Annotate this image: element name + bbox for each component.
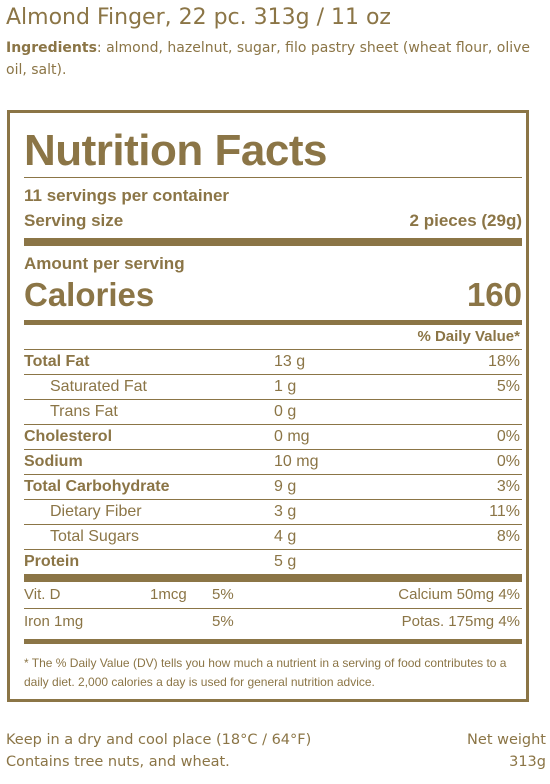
product-header: Almond Finger, 22 pc. 313g / 11 oz Ingre… bbox=[6, 4, 546, 81]
nutrient-amount: 9 g bbox=[274, 478, 297, 495]
product-title: Almond Finger, 22 pc. 313g / 11 oz bbox=[6, 5, 391, 30]
nutrient-name: Total Carbohydrate bbox=[24, 478, 170, 495]
nutrient-amount: 1 g bbox=[274, 378, 297, 395]
serving-size-row: Serving size 2 pieces (29g) bbox=[24, 208, 522, 234]
nutrient-dv: 11% bbox=[489, 503, 520, 520]
nutrient-row-dietary-fiber: Dietary Fiber 3 g 11% bbox=[24, 499, 522, 524]
ingredients-text: : almond, hazelnut, sugar, filo pastry s… bbox=[6, 40, 531, 78]
nutrient-row-total-fat: Total Fat 13 g 18% bbox=[24, 349, 522, 374]
nutrient-amount: 13 g bbox=[274, 353, 306, 370]
nutrient-amount: 10 mg bbox=[274, 453, 319, 470]
medium-divider bbox=[24, 639, 522, 644]
nutrient-dv: 0% bbox=[496, 428, 520, 445]
nutrient-dv: 18% bbox=[487, 353, 520, 370]
vitamin-name: Vit. D bbox=[24, 586, 61, 603]
vitamin-amount bbox=[150, 609, 212, 635]
vitamin-amount: 1mcg bbox=[150, 586, 187, 603]
allergen-statement: Contains tree nuts, and wheat. bbox=[6, 754, 230, 770]
vitamin-row: Iron 1mg 5% Potas. 175mg 4% bbox=[24, 609, 522, 635]
calories-value: 160 bbox=[466, 276, 522, 313]
vitamin-name: Iron 1mg bbox=[24, 613, 84, 630]
storage-instructions: Keep in a dry and cool place (18°C / 64°… bbox=[6, 732, 312, 748]
ingredients: Ingredients: almond, hazelnut, sugar, fi… bbox=[6, 37, 546, 81]
calories-label: Calories bbox=[24, 276, 155, 313]
nutrient-row-total-sugars: Total Sugars 4 g 8% bbox=[24, 524, 522, 549]
vitamin-dv: 5% bbox=[212, 586, 234, 603]
ingredients-label: Ingredients bbox=[6, 40, 97, 56]
nutrient-row-protein: Protein 5 g bbox=[24, 549, 522, 574]
medium-divider bbox=[24, 320, 522, 325]
mineral-value: Calcium 50mg 4% bbox=[398, 586, 520, 603]
net-weight-value: 313g bbox=[509, 754, 546, 770]
nutrient-amount: 0 g bbox=[274, 403, 297, 420]
net-weight-label: Net weight bbox=[467, 732, 546, 748]
nutrient-list: Total Fat 13 g 18% Saturated Fat 1 g 5% … bbox=[24, 349, 522, 574]
nutrient-amount: 0 mg bbox=[274, 428, 310, 445]
nutrition-facts-title: Nutrition Facts bbox=[24, 126, 327, 175]
divider bbox=[24, 177, 522, 178]
nutrient-row-trans-fat: Trans Fat 0 g bbox=[24, 399, 522, 424]
nutrient-name: Cholesterol bbox=[24, 428, 113, 445]
nutrient-dv: 0% bbox=[496, 453, 520, 470]
nutrient-name: Saturated Fat bbox=[50, 378, 147, 395]
nutrient-amount: 5 g bbox=[274, 553, 297, 570]
thick-divider bbox=[24, 238, 522, 246]
vitamin-dv: 5% bbox=[212, 613, 234, 630]
nutrient-dv: 8% bbox=[496, 528, 520, 545]
vitamin-row: Vit. D 1mcg 5% Calcium 50mg 4% bbox=[24, 582, 522, 608]
nutrient-amount: 4 g bbox=[274, 528, 297, 545]
amount-per-serving: Amount per serving bbox=[24, 254, 185, 273]
calories-row: Calories 160 bbox=[24, 276, 522, 314]
mineral-value: Potas. 175mg 4% bbox=[401, 613, 520, 630]
daily-value-footnote: * The % Daily Value (DV) tells you how m… bbox=[24, 656, 507, 689]
serving-size-label: Serving size bbox=[24, 211, 124, 230]
nutrient-row-saturated-fat: Saturated Fat 1 g 5% bbox=[24, 374, 522, 399]
nutrient-name: Sodium bbox=[24, 453, 83, 470]
servings-per-container: 11 servings per container bbox=[24, 186, 230, 205]
nutrient-row-cholesterol: Cholesterol 0 mg 0% bbox=[24, 424, 522, 449]
serving-size-value: 2 pieces (29g) bbox=[409, 211, 522, 230]
daily-value-header: % Daily Value* bbox=[417, 328, 520, 345]
nutrient-dv: 5% bbox=[496, 378, 520, 395]
nutrient-row-sodium: Sodium 10 mg 0% bbox=[24, 449, 522, 474]
nutrient-name: Total Fat bbox=[24, 353, 90, 370]
nutrient-dv: 3% bbox=[496, 478, 520, 495]
thick-divider bbox=[24, 574, 522, 582]
nutrient-amount: 3 g bbox=[274, 503, 297, 520]
nutrient-name: Dietary Fiber bbox=[50, 503, 142, 520]
nutrition-facts-panel: Nutrition Facts 11 servings per containe… bbox=[7, 110, 529, 702]
nutrient-row-total-carbohydrate: Total Carbohydrate 9 g 3% bbox=[24, 474, 522, 499]
nutrient-name: Protein bbox=[24, 553, 80, 570]
divider bbox=[24, 608, 522, 609]
nutrient-name: Trans Fat bbox=[50, 403, 118, 420]
nutrient-name: Total Sugars bbox=[50, 528, 139, 545]
